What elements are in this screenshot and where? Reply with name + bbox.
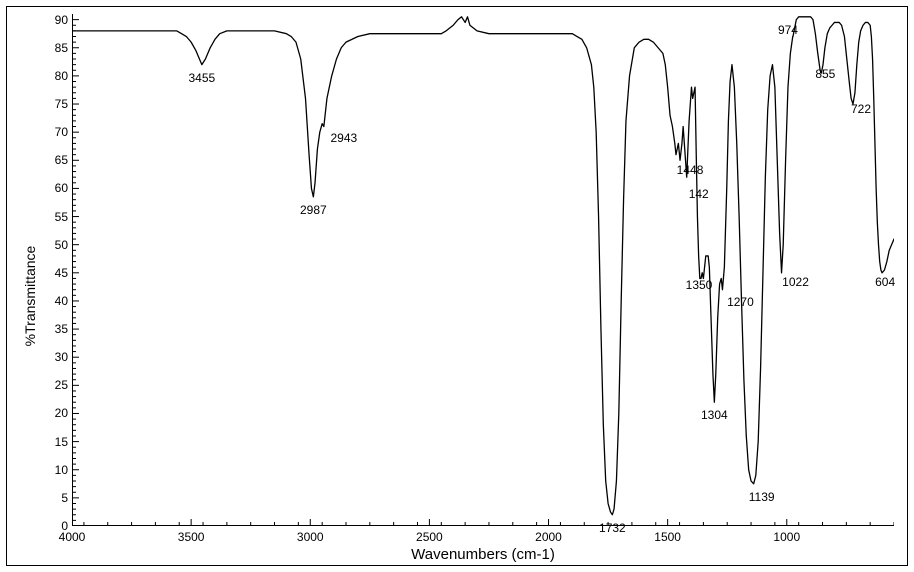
x-tick: 1500 xyxy=(654,530,681,544)
peak-label: 2987 xyxy=(300,203,327,217)
y-tick: 10 xyxy=(48,463,68,477)
y-tick: 65 xyxy=(48,153,68,167)
y-tick: 55 xyxy=(48,210,68,224)
peak-label: 142 xyxy=(689,187,709,201)
x-tick: 1000 xyxy=(773,530,800,544)
peak-label: 1350 xyxy=(686,278,713,292)
y-tick: 70 xyxy=(48,125,68,139)
y-tick: 85 xyxy=(48,41,68,55)
y-tick: 75 xyxy=(48,97,68,111)
y-tick: 25 xyxy=(48,378,68,392)
y-tick: 60 xyxy=(48,181,68,195)
y-tick: 20 xyxy=(48,406,68,420)
y-tick: 40 xyxy=(48,294,68,308)
peak-label: 1732 xyxy=(599,521,626,535)
x-tick: 2000 xyxy=(535,530,562,544)
y-tick: 30 xyxy=(48,350,68,364)
x-tick: 3000 xyxy=(297,530,324,544)
y-tick: 15 xyxy=(48,435,68,449)
y-tick: 45 xyxy=(48,266,68,280)
y-tick: 80 xyxy=(48,69,68,83)
y-tick: 5 xyxy=(48,491,68,505)
peak-label: 1139 xyxy=(749,490,775,504)
peak-label: 3455 xyxy=(188,71,215,85)
y-tick: 90 xyxy=(48,13,68,27)
peak-label: 1022 xyxy=(782,275,809,289)
peak-label: 1270 xyxy=(727,295,754,309)
y-tick: 50 xyxy=(48,238,68,252)
peak-label: 1304 xyxy=(701,408,728,422)
peak-label: 974 xyxy=(778,23,798,37)
y-tick: 35 xyxy=(48,322,68,336)
ir-spectrum-chart: %Transmittance Wavenumbers (cm-1) 051015… xyxy=(0,0,914,572)
peak-label: 855 xyxy=(815,67,835,81)
plot-area xyxy=(72,14,894,526)
x-tick: 4000 xyxy=(59,530,86,544)
x-tick: 2500 xyxy=(416,530,443,544)
y-axis-label: %Transmittance xyxy=(22,245,38,346)
spectrum-svg xyxy=(72,14,894,526)
peak-label: 722 xyxy=(851,102,871,116)
peak-label: 604 xyxy=(875,275,895,289)
x-axis-label: Wavenumbers (cm-1) xyxy=(411,546,555,563)
peak-label: 2943 xyxy=(330,131,357,145)
x-tick: 3500 xyxy=(178,530,205,544)
peak-label: 1448 xyxy=(677,163,704,177)
